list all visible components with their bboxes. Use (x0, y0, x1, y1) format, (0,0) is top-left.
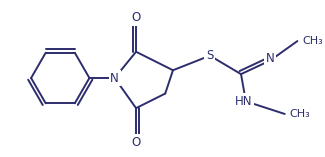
Text: N: N (110, 72, 119, 84)
Text: CH₃: CH₃ (302, 36, 323, 46)
Text: O: O (131, 136, 141, 149)
Text: CH₃: CH₃ (290, 109, 310, 119)
Text: O: O (131, 11, 141, 24)
Text: S: S (206, 49, 214, 62)
Text: HN: HN (235, 95, 253, 108)
Text: N: N (266, 52, 275, 65)
